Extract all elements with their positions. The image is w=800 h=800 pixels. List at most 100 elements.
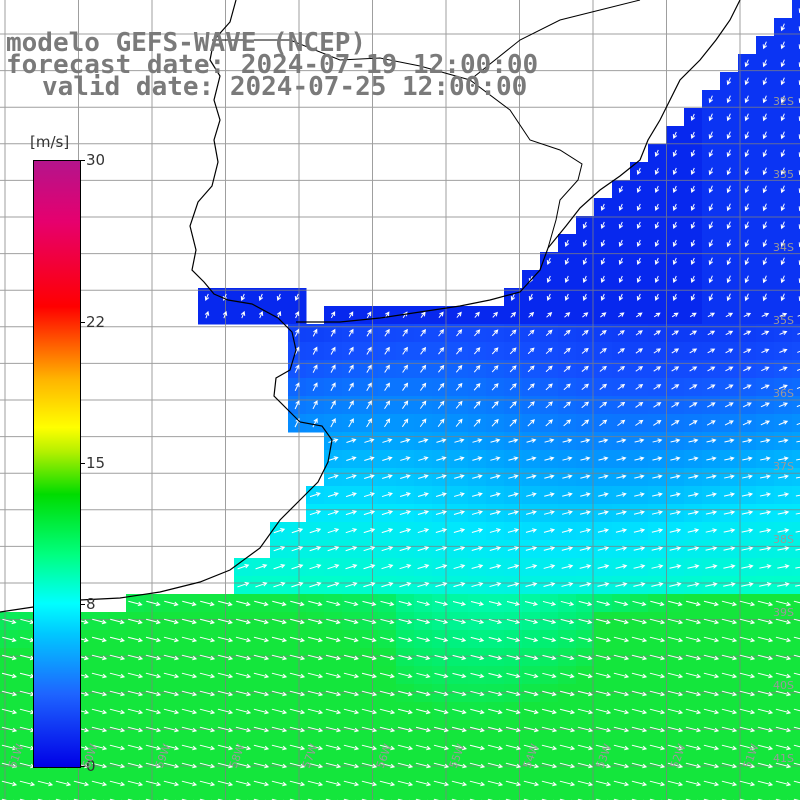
wind-arrow: [600, 221, 606, 230]
wind-arrow: [271, 618, 287, 625]
wind-cell: [162, 792, 181, 800]
wind-cell: [540, 792, 559, 800]
wind-arrow: [780, 77, 786, 86]
wind-arrow: [651, 564, 664, 569]
wind-arrow: [438, 346, 445, 355]
wind-arrow: [109, 672, 126, 679]
wind-arrow: [581, 365, 589, 372]
wind-arrow: [777, 564, 790, 569]
wind-arrow: [546, 257, 552, 266]
wind-cell: [306, 792, 325, 800]
wind-arrow: [796, 404, 800, 408]
wind-cell: [792, 738, 800, 757]
wind-arrow: [795, 530, 800, 533]
wind-arrow: [668, 600, 683, 607]
wind-arrow: [600, 293, 606, 302]
wind-arrow: [744, 275, 750, 284]
wind-arrow: [613, 726, 630, 733]
wind-arrow: [398, 672, 413, 679]
wind-arrow: [452, 654, 467, 661]
wind-arrow: [541, 726, 558, 733]
wind-arrow: [276, 293, 282, 302]
wind-arrow: [381, 492, 393, 498]
wind-arrow: [671, 312, 679, 318]
wind-arrow: [689, 330, 698, 336]
wind-arrow: [438, 311, 444, 318]
wind-arrow: [635, 366, 644, 372]
wind-arrow: [667, 708, 684, 715]
wind-arrow: [546, 293, 552, 302]
wind-arrow: [614, 600, 629, 607]
wind-arrow: [379, 690, 396, 697]
wind-arrow: [307, 780, 324, 787]
wind-arrow: [721, 780, 738, 787]
wind-arrow: [651, 546, 664, 551]
wind-arrow: [488, 690, 503, 697]
wind-arrow: [793, 708, 800, 712]
lat-label: 32S: [773, 95, 794, 108]
wind-arrow: [399, 582, 412, 588]
wind-arrow: [561, 582, 574, 587]
wind-cell: [792, 126, 800, 145]
wind-arrow: [685, 690, 702, 697]
wind-arrow: [613, 708, 630, 715]
wind-arrow: [581, 383, 589, 391]
wind-arrow: [580, 492, 591, 497]
wind-arrow: [596, 600, 611, 607]
wind-arrow: [777, 492, 790, 497]
wind-arrow: [721, 726, 738, 733]
wind-arrow: [527, 419, 535, 427]
wind-arrow: [671, 348, 680, 354]
wind-arrow: [777, 546, 790, 551]
wind-arrow: [451, 780, 468, 787]
wind-arrow: [255, 563, 268, 570]
wind-arrow: [510, 293, 516, 302]
wind-arrow: [417, 492, 429, 497]
wind-arrow: [361, 780, 378, 787]
wind-arrow: [217, 672, 234, 679]
wind-arrow: [492, 311, 498, 318]
wind-arrow: [725, 366, 734, 372]
wind-arrow: [381, 528, 394, 534]
wind-arrow: [762, 275, 768, 284]
wind-arrow: [654, 203, 660, 212]
wind-arrow: [595, 690, 612, 697]
wind-arrow: [199, 636, 216, 643]
wind-arrow: [325, 654, 342, 661]
wind-cell: [792, 360, 800, 379]
wind-arrow: [435, 582, 448, 588]
wind-arrow: [542, 672, 557, 679]
wind-arrow: [741, 492, 754, 497]
wind-arrow: [615, 510, 627, 515]
wind-arrow: [294, 382, 300, 392]
wind-arrow: [739, 690, 756, 697]
wind-cell: [792, 180, 800, 199]
wind-arrow: [109, 780, 126, 787]
wind-arrow: [346, 438, 357, 443]
wind-arrow: [330, 311, 336, 319]
wind-arrow: [564, 275, 570, 284]
wind-arrow: [579, 528, 592, 533]
wind-arrow: [307, 744, 324, 751]
wind-arrow: [564, 293, 570, 302]
valid-date: valid date: 2024-07-25 12:00:00: [42, 72, 528, 102]
wind-arrow: [762, 41, 768, 50]
wind-arrow: [545, 401, 553, 409]
wind-cell: [792, 324, 800, 343]
wind-arrow: [795, 566, 800, 569]
wind-arrow: [708, 221, 714, 230]
wind-arrow: [181, 618, 197, 625]
wind-arrow: [723, 510, 736, 515]
wind-cell: [792, 648, 800, 667]
wind-cell: [792, 306, 800, 325]
wind-arrow: [652, 438, 663, 443]
wind-arrow: [796, 458, 800, 461]
wind-arrow: [471, 564, 484, 570]
wind-arrow: [1, 726, 18, 733]
wind-arrow: [685, 744, 702, 751]
wind-arrow: [491, 365, 499, 373]
wind-arrow: [163, 690, 180, 697]
wind-arrow: [649, 690, 666, 697]
wind-arrow: [780, 221, 786, 230]
wind-arrow: [145, 780, 162, 787]
